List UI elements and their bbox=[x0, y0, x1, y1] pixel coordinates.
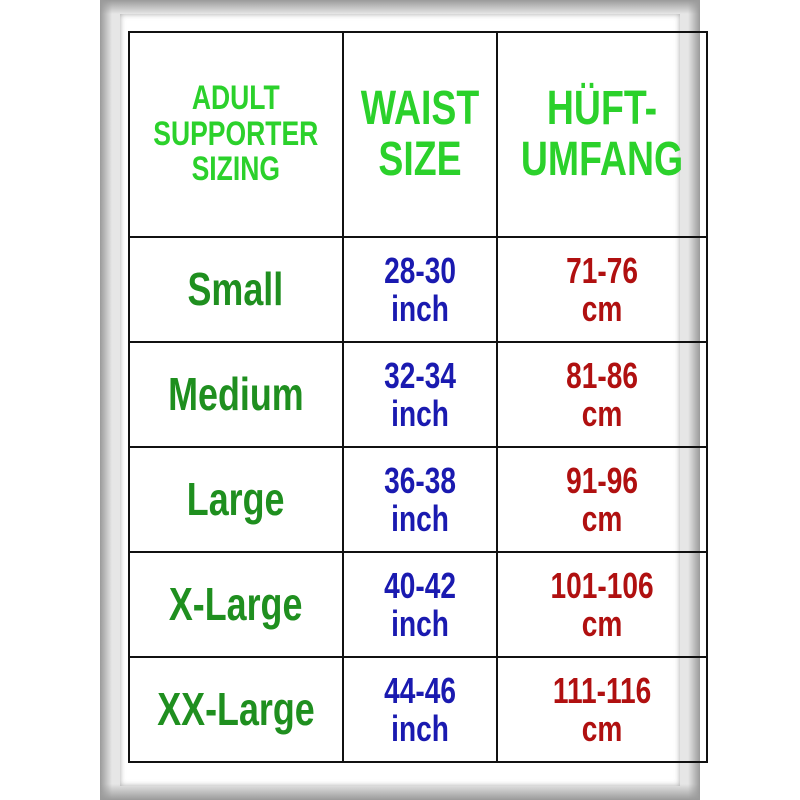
hip-cell: 91-96 cm bbox=[495, 446, 708, 553]
waist-value: 36-38 bbox=[383, 459, 456, 501]
size-label: Large bbox=[186, 473, 285, 526]
hip-unit: cm bbox=[581, 392, 622, 434]
hip-value: 71-76 bbox=[565, 249, 638, 291]
waist-cell: 28-30 inch bbox=[341, 236, 498, 343]
hip-value: 91-96 bbox=[565, 459, 638, 501]
header-text: WAIST bbox=[360, 82, 479, 136]
header-text: SIZE bbox=[377, 132, 462, 186]
table-row: Small 28-30 inch 71-76 cm bbox=[128, 236, 708, 343]
waist-value: 44-46 bbox=[383, 669, 456, 711]
waist-unit: inch bbox=[390, 287, 449, 329]
header-text: HÜFT- bbox=[546, 82, 657, 136]
size-label: Small bbox=[187, 263, 284, 316]
hip-cell: 71-76 cm bbox=[495, 236, 708, 343]
hip-cell: 111-116 cm bbox=[495, 656, 708, 763]
header-text: ADULT bbox=[191, 78, 280, 117]
size-cell: Large bbox=[128, 446, 344, 553]
hip-unit: cm bbox=[581, 287, 622, 329]
header-waist: WAIST SIZE bbox=[341, 31, 498, 238]
waist-unit: inch bbox=[390, 602, 449, 644]
hip-value: 101-106 bbox=[550, 564, 654, 606]
waist-cell: 40-42 inch bbox=[341, 551, 498, 658]
table-row: XX-Large 44-46 inch 111-116 cm bbox=[128, 656, 708, 763]
waist-cell: 36-38 inch bbox=[341, 446, 498, 553]
waist-unit: inch bbox=[390, 392, 449, 434]
header-sizing: ADULT SUPPORTER SIZING bbox=[128, 31, 344, 238]
hip-unit: cm bbox=[581, 602, 622, 644]
header-text: SUPPORTER bbox=[153, 114, 319, 153]
hip-value: 81-86 bbox=[565, 354, 638, 396]
size-cell: XX-Large bbox=[128, 656, 344, 763]
size-label: Medium bbox=[168, 368, 304, 421]
table-row: X-Large 40-42 inch 101-106 cm bbox=[128, 551, 708, 658]
waist-value: 28-30 bbox=[383, 249, 456, 291]
hip-cell: 101-106 cm bbox=[495, 551, 708, 658]
header-text: SIZING bbox=[191, 150, 281, 189]
hip-unit: cm bbox=[581, 707, 622, 749]
waist-unit: inch bbox=[390, 707, 449, 749]
table-row: Large 36-38 inch 91-96 cm bbox=[128, 446, 708, 553]
size-cell: Small bbox=[128, 236, 344, 343]
waist-cell: 44-46 inch bbox=[341, 656, 498, 763]
size-label: XX-Large bbox=[157, 683, 315, 736]
size-cell: Medium bbox=[128, 341, 344, 448]
size-cell: X-Large bbox=[128, 551, 344, 658]
table-row: Medium 32-34 inch 81-86 cm bbox=[128, 341, 708, 448]
waist-unit: inch bbox=[390, 497, 449, 539]
hip-unit: cm bbox=[581, 497, 622, 539]
size-chart-table: ADULT SUPPORTER SIZING WAIST SIZE HÜFT- … bbox=[128, 31, 708, 763]
header-row: ADULT SUPPORTER SIZING WAIST SIZE HÜFT- … bbox=[128, 31, 708, 238]
waist-value: 40-42 bbox=[383, 564, 456, 606]
header-hip: HÜFT- UMFANG bbox=[495, 31, 708, 238]
waist-cell: 32-34 inch bbox=[341, 341, 498, 448]
waist-value: 32-34 bbox=[383, 354, 456, 396]
header-text: UMFANG bbox=[520, 132, 683, 186]
hip-cell: 81-86 cm bbox=[495, 341, 708, 448]
hip-value: 111-116 bbox=[552, 669, 651, 711]
size-label: X-Large bbox=[168, 578, 303, 631]
